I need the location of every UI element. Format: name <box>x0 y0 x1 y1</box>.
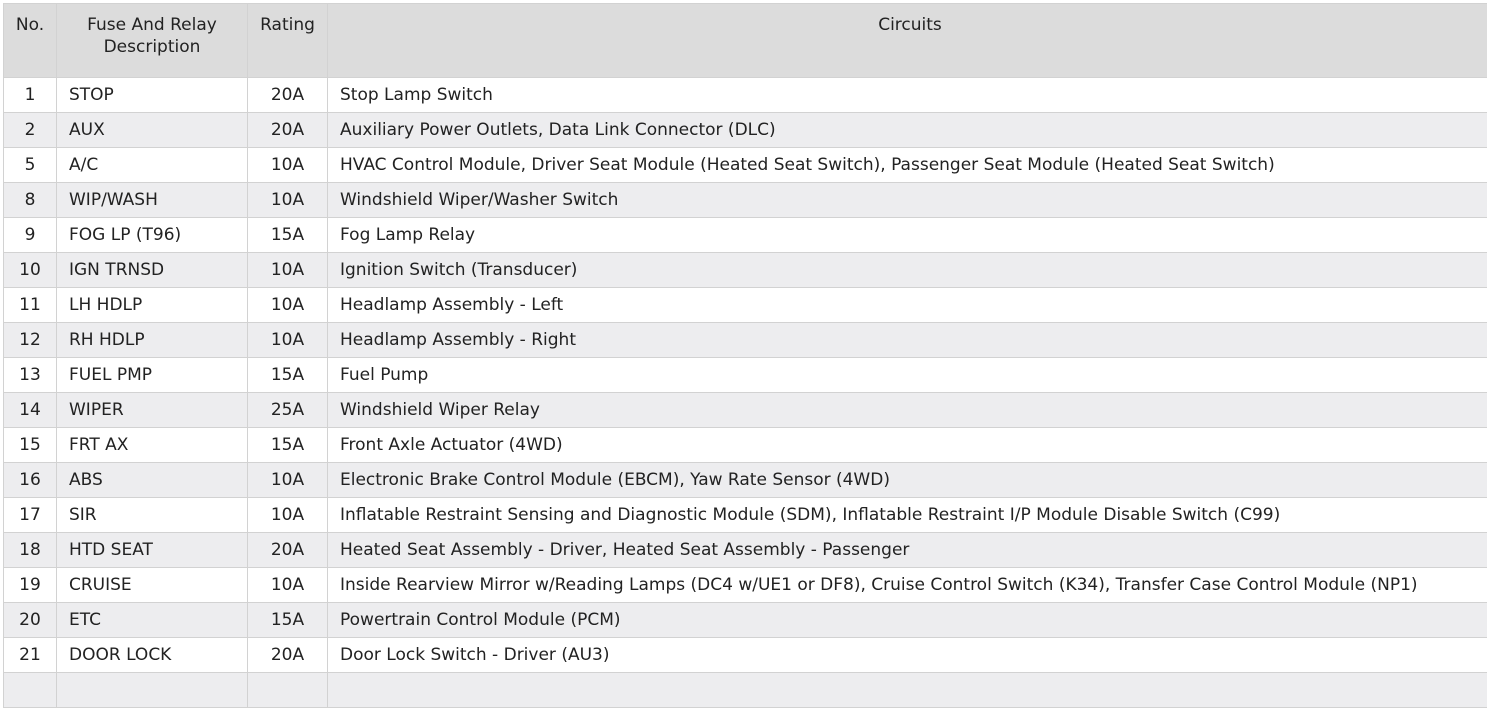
cell-no: 1 <box>4 78 57 113</box>
cell-description: FOG LP (T96) <box>57 218 248 253</box>
cell-rating: 15A <box>248 218 328 253</box>
cell-no: 19 <box>4 568 57 603</box>
cell-no: 20 <box>4 603 57 638</box>
cell-description: FRT AX <box>57 428 248 463</box>
cell-rating: 15A <box>248 358 328 393</box>
cell-description: STOP <box>57 78 248 113</box>
cell-no: 15 <box>4 428 57 463</box>
cell-description: SIR <box>57 498 248 533</box>
cell-circuits: Headlamp Assembly - Right <box>328 323 1487 358</box>
cell-no: 17 <box>4 498 57 533</box>
cell-rating: 10A <box>248 253 328 288</box>
cell-circuits: Fuel Pump <box>328 358 1487 393</box>
cell-rating: 20A <box>248 113 328 148</box>
header-rating: Rating <box>248 4 328 78</box>
cell-rating: 10A <box>248 288 328 323</box>
cell-no: 8 <box>4 183 57 218</box>
cell-description: AUX <box>57 113 248 148</box>
cell-description: RH HDLP <box>57 323 248 358</box>
cell-rating: 10A <box>248 323 328 358</box>
cell-circuits: Windshield Wiper/Washer Switch <box>328 183 1487 218</box>
cell-circuits: Auxiliary Power Outlets, Data Link Conne… <box>328 113 1487 148</box>
cell-rating: 20A <box>248 533 328 568</box>
cell-rating: 15A <box>248 603 328 638</box>
header-circuits: Circuits <box>328 4 1487 78</box>
cell-description: DOOR LOCK <box>57 638 248 673</box>
header-row: No. Fuse And Relay Description Rating Ci… <box>4 4 1487 78</box>
cell-description: HTD SEAT <box>57 533 248 568</box>
cell-circuits: Inflatable Restraint Sensing and Diagnos… <box>328 498 1487 533</box>
cell-rating: 10A <box>248 568 328 603</box>
cell-no <box>4 673 57 708</box>
cell-no: 16 <box>4 463 57 498</box>
cell-rating: 10A <box>248 463 328 498</box>
cell-no: 13 <box>4 358 57 393</box>
cell-no: 2 <box>4 113 57 148</box>
cell-rating: 10A <box>248 148 328 183</box>
header-description: Fuse And Relay Description <box>57 4 248 78</box>
cell-circuits <box>328 673 1487 708</box>
cell-no: 18 <box>4 533 57 568</box>
cell-no: 11 <box>4 288 57 323</box>
cell-circuits: Inside Rearview Mirror w/Reading Lamps (… <box>328 568 1487 603</box>
cell-description: ABS <box>57 463 248 498</box>
cell-description: WIPER <box>57 393 248 428</box>
header-no: No. <box>4 4 57 78</box>
cell-rating: 10A <box>248 183 328 218</box>
cell-circuits: Headlamp Assembly - Left <box>328 288 1487 323</box>
cell-circuits: Door Lock Switch - Driver (AU3) <box>328 638 1487 673</box>
cell-rating: 10A <box>248 498 328 533</box>
cell-description: ETC <box>57 603 248 638</box>
cell-circuits: Heated Seat Assembly - Driver, Heated Se… <box>328 533 1487 568</box>
cell-no: 12 <box>4 323 57 358</box>
fuse-relay-table: No. Fuse And Relay Description Rating Ci… <box>3 3 1487 708</box>
cell-description <box>57 673 248 708</box>
cell-circuits: Stop Lamp Switch <box>328 78 1487 113</box>
cell-no: 10 <box>4 253 57 288</box>
table-row <box>4 673 1487 708</box>
cell-rating: 20A <box>248 638 328 673</box>
cell-no: 21 <box>4 638 57 673</box>
cell-circuits: Electronic Brake Control Module (EBCM), … <box>328 463 1487 498</box>
cell-rating <box>248 673 328 708</box>
cell-description: FUEL PMP <box>57 358 248 393</box>
cell-description: LH HDLP <box>57 288 248 323</box>
cell-description: A/C <box>57 148 248 183</box>
cell-circuits: Ignition Switch (Transducer) <box>328 253 1487 288</box>
cell-circuits: HVAC Control Module, Driver Seat Module … <box>328 148 1487 183</box>
cell-circuits: Powertrain Control Module (PCM) <box>328 603 1487 638</box>
cell-circuits: Front Axle Actuator (4WD) <box>328 428 1487 463</box>
cell-no: 14 <box>4 393 57 428</box>
cell-description: WIP/WASH <box>57 183 248 218</box>
cell-description: IGN TRNSD <box>57 253 248 288</box>
cell-rating: 25A <box>248 393 328 428</box>
cell-circuits: Fog Lamp Relay <box>328 218 1487 253</box>
cell-description: CRUISE <box>57 568 248 603</box>
cell-circuits: Windshield Wiper Relay <box>328 393 1487 428</box>
cell-no: 9 <box>4 218 57 253</box>
cell-no: 5 <box>4 148 57 183</box>
cell-rating: 20A <box>248 78 328 113</box>
cell-rating: 15A <box>248 428 328 463</box>
